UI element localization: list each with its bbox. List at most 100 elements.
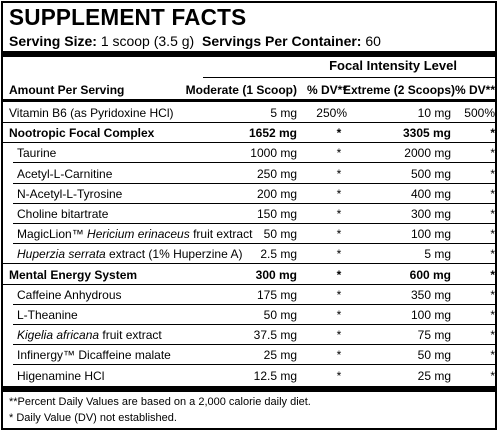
moderate-amount: 175 mg (256, 287, 297, 302)
moderate-amount: 200 mg (256, 186, 297, 201)
ingredient-name: Infinergy™ Dicaffeine malate (17, 348, 171, 363)
table-row: L-Theanine 50 mg * 100 mg * (3, 305, 495, 325)
row-divider (3, 142, 495, 144)
ingredient-name: Nootropic Focal Complex (9, 126, 155, 141)
table-row-group: Nootropic Focal Complex 1652 mg * 3305 mg * (3, 123, 495, 144)
extreme-amount: 300 mg (410, 207, 451, 221)
ingredient-name-prefix: MagicLion™ (17, 227, 88, 242)
extreme-dv: * (490, 348, 495, 363)
table-row: Infinergy™ Dicaffeine malate 25 mg * 50 mg * (3, 345, 495, 366)
table-row: Choline bitartrate 150 mg * 300 mg * (3, 204, 495, 224)
extreme-dv: * (490, 308, 495, 322)
panel-title: SUPPLEMENT FACTS (9, 4, 247, 30)
moderate-amount: 1000 mg (250, 146, 297, 161)
footnote-percent-dv: **Percent Daily Values are based on a 2,… (9, 396, 311, 408)
row-divider (13, 324, 495, 325)
row-divider (13, 344, 495, 346)
ingredient-name: Kigelia africana fruit extract (17, 328, 162, 342)
extreme-amount: 10 mg (417, 106, 451, 120)
table-row: Acetyl-L-Carnitine 250 mg * 500 mg * (3, 164, 495, 184)
servings-per-container-label: Servings Per Container: (201, 33, 362, 49)
ingredient-name: Taurine (17, 146, 57, 161)
table-row-group: Mental Energy System 300 mg * 600 mg * (3, 265, 495, 285)
row-divider (3, 263, 495, 265)
extreme-amount: 2000 mg (404, 146, 451, 161)
ingredient-name: Huperzia serrata extract (1% Huperzine A… (17, 247, 242, 261)
moderate-dv: * (336, 368, 342, 383)
footnote-dv-not-established: * Daily Value (DV) not established. (9, 412, 177, 424)
ingredient-name: Higenamine HCl (17, 368, 105, 383)
moderate-amount: 5 mg (270, 106, 297, 120)
ingredient-name-italic: Huperzia serrata (17, 247, 106, 262)
moderate-dv: * (336, 207, 342, 221)
extreme-dv: * (490, 368, 495, 383)
moderate-dv: * (336, 227, 342, 242)
dv2-header: % DV** (454, 83, 495, 97)
moderate-dv: * (336, 146, 342, 161)
extreme-dv: * (490, 126, 495, 141)
table-row: Huperzia serrata extract (1% Huperzine A… (3, 244, 495, 265)
extreme-dv: * (490, 186, 495, 201)
extreme-dv: * (490, 227, 495, 242)
ingredient-name: MagicLion™ Hericium erinaceus fruit extr… (17, 227, 252, 241)
extreme-amount: 600 mg (409, 267, 451, 282)
table-row: Taurine 1000 mg * 2000 mg * (3, 143, 495, 164)
ingredient-name: Mental Energy System (9, 267, 138, 282)
table-row: N-Acetyl-L-Tyrosine 200 mg * 400 mg * (3, 184, 495, 204)
moderate-dv: * (336, 126, 342, 141)
ingredient-name-suffix: extract (1% Huperzine A) (105, 247, 243, 262)
moderate-dv: * (336, 348, 342, 363)
row-divider (3, 122, 495, 123)
extreme-dv: 500% (464, 106, 495, 120)
ingredient-name-suffix: fruit extract (99, 328, 162, 343)
table-row: Vitamin B6 (as Pyridoxine HCl) 5 mg 250% 10… (3, 103, 495, 123)
extreme-amount: 50 mg (417, 348, 451, 363)
thick-divider-bottom (3, 386, 495, 392)
moderate-dv: * (336, 166, 342, 181)
extreme-dv: * (490, 267, 495, 282)
moderate-amount: 300 mg (255, 267, 297, 282)
ingredient-name-italic: Kigelia africana (17, 328, 100, 343)
extreme-dv: * (490, 328, 495, 343)
moderate-amount: 150 mg (256, 207, 297, 221)
ingredient-name: L-Theanine (17, 308, 78, 322)
ingredient-name: Vitamin B6 (as Pyridoxine HCl) (9, 106, 174, 120)
dv1-header: % DV** (306, 83, 347, 97)
ingredient-name: Caffeine Anhydrous (17, 287, 122, 302)
extreme-amount: 100 mg (410, 308, 451, 322)
table-row: MagicLion™ Hericium erinaceus fruit extr… (3, 224, 495, 245)
moderate-amount: 37.5 mg (253, 328, 297, 343)
amount-per-serving-header: Amount Per Serving (9, 83, 125, 97)
moderate-amount: 25 mg (263, 348, 297, 363)
moderate-dv: * (336, 287, 342, 302)
moderate-dv: * (336, 186, 342, 201)
extreme-dv: * (490, 247, 495, 262)
table-row: Kigelia africana fruit extract 37.5 mg * 75… (3, 325, 495, 346)
extreme-amount: 5 mg (424, 247, 451, 262)
row-divider (13, 202, 495, 204)
moderate-amount: 250 mg (256, 166, 297, 181)
extreme-amount: 350 mg (410, 287, 451, 302)
row-divider (13, 223, 495, 224)
ingredient-name-italic: Hericium erinaceus (87, 227, 190, 242)
ingredient-name: Choline bitartrate (17, 207, 109, 221)
moderate-amount: 12.5 mg (253, 368, 297, 383)
moderate-amount: 1652 mg (248, 126, 297, 141)
serving-info: Serving Size: 1 scoop (3.5 g) Servings P… (9, 33, 381, 50)
row-divider (13, 303, 495, 305)
extreme-amount: 500 mg (410, 166, 451, 181)
thick-divider-top (3, 51, 495, 57)
serving-size-label: Serving Size: (9, 33, 97, 49)
moderate-amount: 50 mg (263, 308, 297, 322)
extreme-dv: * (490, 207, 495, 221)
moderate-dv: * (336, 328, 342, 343)
row-divider (13, 243, 495, 245)
ingredient-name: N-Acetyl-L-Tyrosine (17, 186, 123, 201)
ingredient-name: Acetyl-L-Carnitine (17, 166, 113, 181)
row-divider (3, 283, 495, 285)
extreme-amount: 75 mg (417, 328, 451, 343)
extreme-amount: 400 mg (410, 186, 451, 201)
moderate-dv: * (336, 247, 342, 262)
row-divider (13, 162, 495, 164)
